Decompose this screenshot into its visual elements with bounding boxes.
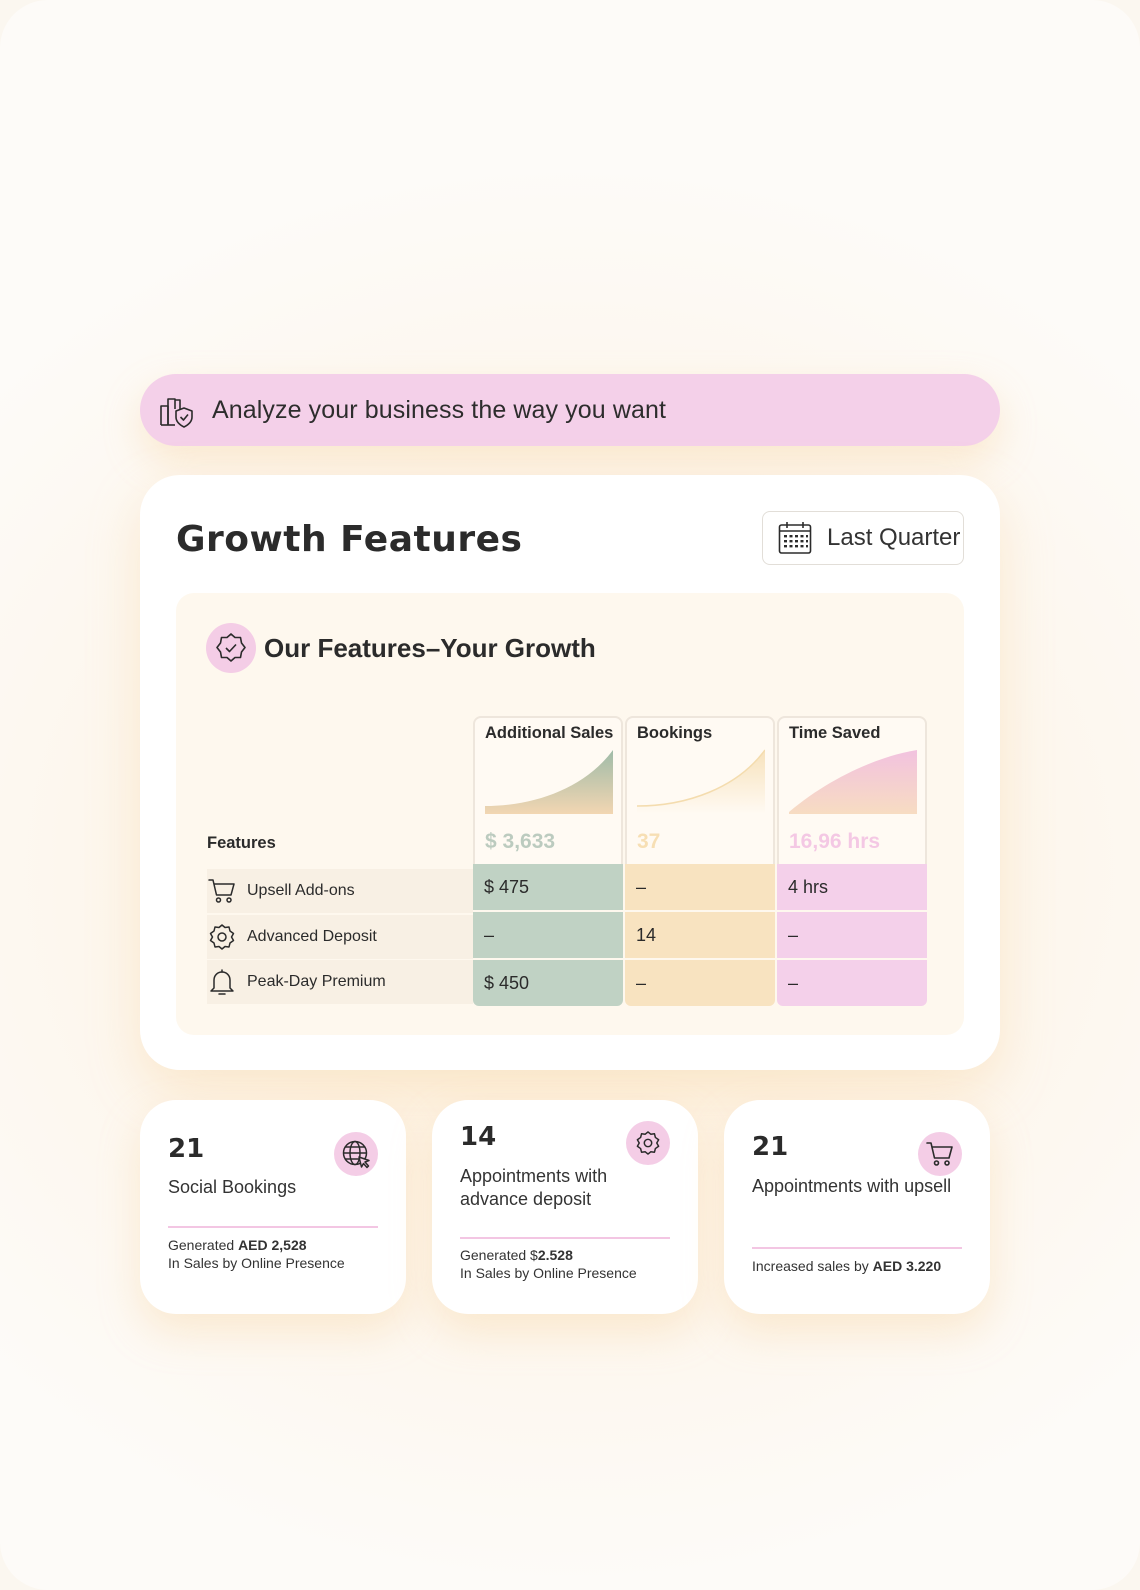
metric-label: Time Saved xyxy=(789,724,881,742)
stat-number: 21 xyxy=(752,1132,789,1162)
metric-time-saved: Time Saved 16,96 hrs xyxy=(777,716,927,864)
metric-total: 16,96 hrs xyxy=(789,830,881,853)
period-selector[interactable]: Last Quarter xyxy=(762,511,964,565)
stat-foot-line2: In Sales by Online Presence xyxy=(168,1255,345,1271)
business-shield-icon xyxy=(158,391,196,429)
stat-number: 14 xyxy=(460,1122,497,1152)
section-header: Our Features–Your Growth xyxy=(206,623,596,673)
cell-bookings: – xyxy=(625,960,775,1006)
cell-time-saved: 4 hrs xyxy=(777,864,927,910)
features-panel: Our Features–Your Growth Additional Sale… xyxy=(176,593,964,1035)
cart-icon xyxy=(207,876,237,906)
sales-trend-sparkline xyxy=(485,750,613,814)
feature-row-deposit[interactable]: Advanced Deposit xyxy=(207,915,473,959)
stat-label: Appointments with upsell xyxy=(752,1176,952,1196)
metric-total: $ 3,633 xyxy=(485,830,556,853)
cell-time-saved: – xyxy=(777,960,927,1006)
cell-sales: – xyxy=(473,912,623,958)
calendar-icon xyxy=(777,520,813,556)
gear-badge-icon xyxy=(626,1121,670,1165)
time-trend-sparkline xyxy=(789,750,917,814)
bookings-trend-sparkline xyxy=(637,749,765,814)
feature-row-peak-day[interactable]: Peak-Day Premium xyxy=(207,960,473,1004)
stat-foot-line2: In Sales by Online Presence xyxy=(460,1265,637,1281)
feature-label: Upsell Add-ons xyxy=(247,882,355,899)
feature-row-upsell[interactable]: Upsell Add-ons xyxy=(207,869,473,913)
badge-check-icon xyxy=(206,623,256,673)
stat-divider xyxy=(168,1226,378,1228)
stat-divider xyxy=(460,1237,670,1239)
cell-bookings: 14 xyxy=(625,912,775,958)
gear-badge-icon xyxy=(207,922,237,952)
growth-features-card: Growth Features Last Quarter xyxy=(140,475,1000,1070)
stat-card-upsell[interactable]: 21 Appointments with upsell Increased sa… xyxy=(724,1100,990,1314)
bell-icon xyxy=(207,967,237,997)
period-label: Last Quarter xyxy=(827,524,961,551)
stat-label: Social Bookings xyxy=(168,1177,297,1197)
stat-foot-prefix: Generated $ xyxy=(460,1247,538,1263)
metric-label: Additional Sales xyxy=(485,724,614,742)
stat-foot-value: AED 3.220 xyxy=(872,1258,942,1274)
metric-total: 37 xyxy=(637,830,661,853)
metric-additional-sales: Additional Sales $ 3,633 xyxy=(473,716,623,864)
stat-number: 21 xyxy=(168,1134,205,1164)
analyze-banner[interactable]: Analyze your business the way you want xyxy=(140,374,1000,446)
stat-label: Appointments with advance deposit xyxy=(460,1166,608,1209)
cell-sales: $ 475 xyxy=(473,864,623,910)
metric-label: Bookings xyxy=(637,724,713,742)
stat-card-advance-deposit[interactable]: 14 Appointments with advance deposit Gen… xyxy=(432,1100,698,1314)
stat-foot-prefix: Increased sales by xyxy=(752,1258,873,1274)
stat-divider xyxy=(752,1247,962,1249)
metric-bookings: Bookings 37 xyxy=(625,716,775,864)
cell-sales: $ 450 xyxy=(473,960,623,1006)
section-title: Our Features–Your Growth xyxy=(264,632,596,663)
feature-label: Advanced Deposit xyxy=(247,928,377,945)
cell-bookings: – xyxy=(625,864,775,910)
feature-label: Peak-Day Premium xyxy=(247,973,386,990)
stat-card-social-bookings[interactable]: 21 Social Bookings Generated AED 2,528 I… xyxy=(140,1100,406,1314)
stat-footnote: Generated AED 2,528 In Sales by Online P… xyxy=(168,1236,345,1272)
card-title: Growth Features xyxy=(176,519,523,560)
stat-footnote: Increased sales by AED 3.220 xyxy=(752,1257,941,1275)
globe-cursor-icon xyxy=(334,1132,378,1176)
features-column-label: Features xyxy=(207,834,276,852)
stat-foot-prefix: Generated xyxy=(168,1237,239,1253)
stat-foot-value: AED 2,528 xyxy=(238,1237,307,1253)
cell-time-saved: – xyxy=(777,912,927,958)
stat-footnote: Generated $2.528 In Sales by Online Pres… xyxy=(460,1246,637,1282)
banner-text: Analyze your business the way you want xyxy=(212,395,667,424)
stat-foot-value: 2.528 xyxy=(537,1247,573,1263)
cart-icon xyxy=(918,1132,962,1176)
